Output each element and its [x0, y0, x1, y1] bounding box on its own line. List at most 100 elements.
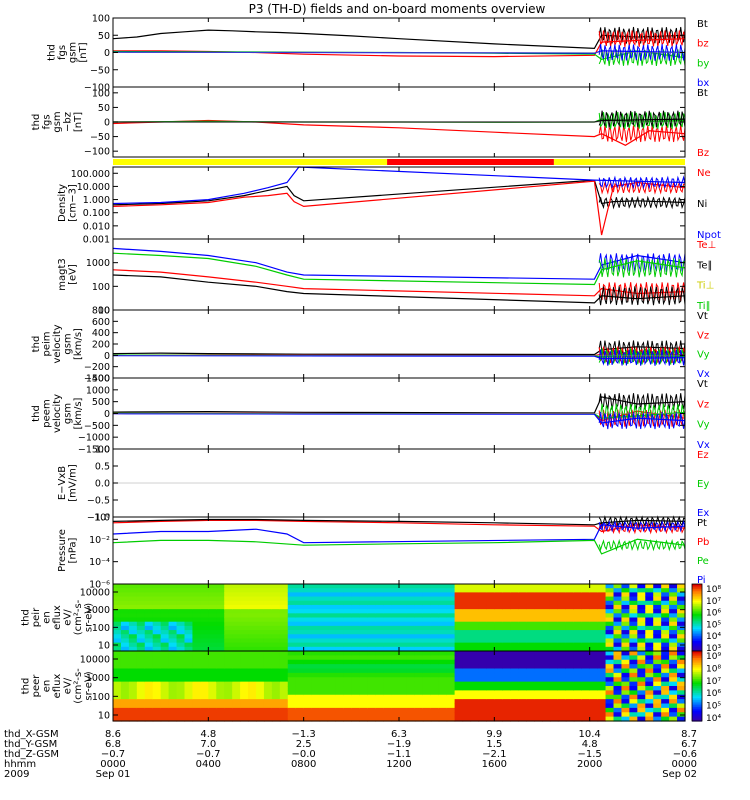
spectrogram-cell	[581, 600, 591, 606]
spectrogram-cell	[303, 617, 313, 623]
spectrogram-cell	[478, 621, 487, 627]
spectrogram-cell	[248, 630, 257, 635]
spectrogram-cell	[661, 630, 670, 635]
spectrogram-cell	[192, 651, 201, 656]
spectrogram-cell	[430, 655, 440, 661]
spectrogram-cell	[319, 604, 329, 610]
spectrogram-cell	[494, 630, 503, 635]
spectrogram-cell	[597, 690, 607, 696]
spectrogram-cell	[351, 690, 360, 696]
spectrogram-cell	[192, 659, 201, 665]
spectrogram-cell	[629, 630, 638, 635]
y-axis-label: gsm	[67, 42, 78, 63]
spectrogram-cell	[399, 596, 408, 602]
spectrogram-cell	[375, 613, 384, 619]
spectrogram-cell	[621, 712, 630, 718]
spectrogram-cell	[335, 638, 344, 644]
spectrogram-cell	[303, 690, 313, 696]
colorbar-cell	[692, 587, 702, 590]
spectrogram-cell	[399, 613, 408, 619]
spectrogram-cell	[422, 646, 432, 652]
spectrogram-cell	[192, 604, 201, 610]
spectrogram-cell	[192, 703, 201, 709]
spectrogram-cell	[526, 592, 535, 598]
spectrogram-cell	[279, 686, 289, 691]
y-axis-label: fgs	[57, 45, 68, 60]
spectrogram-cell	[565, 655, 575, 661]
spectrogram-cell	[629, 642, 638, 648]
spectrogram-cell	[597, 707, 607, 713]
spectrogram-cell	[200, 621, 209, 627]
spectrogram-cell	[176, 613, 186, 619]
spectrogram-cell	[192, 634, 201, 640]
colorbar-cell	[692, 632, 702, 635]
spectrogram-cell	[605, 638, 615, 644]
spectrogram-cell	[248, 668, 257, 674]
spectrogram-cell	[502, 604, 511, 610]
spectrogram-cell	[438, 584, 448, 589]
y-tick-label: 0.5	[95, 462, 110, 473]
spectrogram-cell	[208, 596, 217, 602]
spectrogram-cell	[208, 681, 217, 687]
spectrogram-cell	[542, 609, 551, 614]
spectrogram-cell	[263, 621, 273, 627]
spectrogram-cell	[160, 677, 170, 683]
spectrogram-cell	[613, 659, 623, 665]
spectrogram-cell	[375, 617, 384, 623]
spectrogram-cell	[597, 600, 607, 606]
spectrogram-cell	[271, 703, 281, 709]
spectrogram-cell	[311, 694, 321, 700]
spectrogram-cell	[645, 584, 654, 589]
y-tick-label: 100	[92, 692, 110, 703]
panel-7	[112, 448, 686, 518]
spectrogram-cell	[669, 651, 678, 656]
spectrogram-cell	[152, 621, 162, 627]
spectrogram-cell	[168, 677, 178, 683]
spectrogram-cell	[581, 621, 591, 627]
spectrogram-cell	[542, 651, 551, 656]
spectrogram-cell	[661, 659, 670, 665]
spectrogram-cell	[279, 707, 289, 713]
spectrogram-cell	[168, 672, 178, 678]
spectrogram-cell	[629, 609, 638, 614]
spectrogram-cell	[597, 621, 607, 627]
spectrogram-cell	[399, 592, 408, 598]
spectrogram-cell	[351, 588, 360, 593]
spectrogram-cell	[343, 699, 352, 705]
y-axis-label: thd	[31, 336, 42, 353]
spectrogram-cell	[677, 625, 686, 631]
spectrogram-cell	[216, 638, 225, 644]
spectrogram-cell	[565, 677, 575, 683]
spectrogram-cell	[200, 651, 209, 656]
spectrogram-cell	[446, 694, 456, 700]
spectrogram-cell	[414, 600, 424, 606]
spectrogram-cell	[510, 716, 519, 722]
spectrogram-cell	[240, 694, 249, 700]
colorbar-cell	[692, 717, 702, 720]
spectrogram-cell	[486, 651, 495, 656]
spectrogram-cell	[208, 703, 217, 709]
spectrogram-cell	[120, 677, 130, 683]
spectrogram-cell	[406, 621, 416, 627]
spectrogram-cell	[303, 604, 313, 610]
spectrogram-cell	[263, 664, 273, 670]
spectrogram-cell	[637, 668, 646, 674]
y-axis-label: gsm	[63, 403, 74, 424]
spectrogram-cell	[383, 716, 392, 722]
spectrogram-cell	[160, 600, 170, 606]
spectrogram-cell	[462, 634, 472, 640]
spectrogram-cell	[605, 659, 615, 665]
spectrogram-cell	[470, 634, 480, 640]
spectrogram-cell	[184, 668, 194, 674]
spectrogram-cell	[446, 659, 456, 665]
spectrogram-cell	[343, 600, 352, 606]
spectrogram-cell	[208, 707, 217, 713]
spectrogram-cell	[534, 584, 543, 589]
spectrogram-cell	[128, 621, 138, 627]
spectrogram-cell	[113, 664, 122, 670]
spectrogram-cell	[144, 659, 154, 665]
series-line-Pi	[112, 524, 686, 544]
spectrogram-cell	[438, 621, 448, 627]
spectrogram-cell	[311, 672, 321, 678]
spectrogram-cell	[573, 646, 583, 652]
